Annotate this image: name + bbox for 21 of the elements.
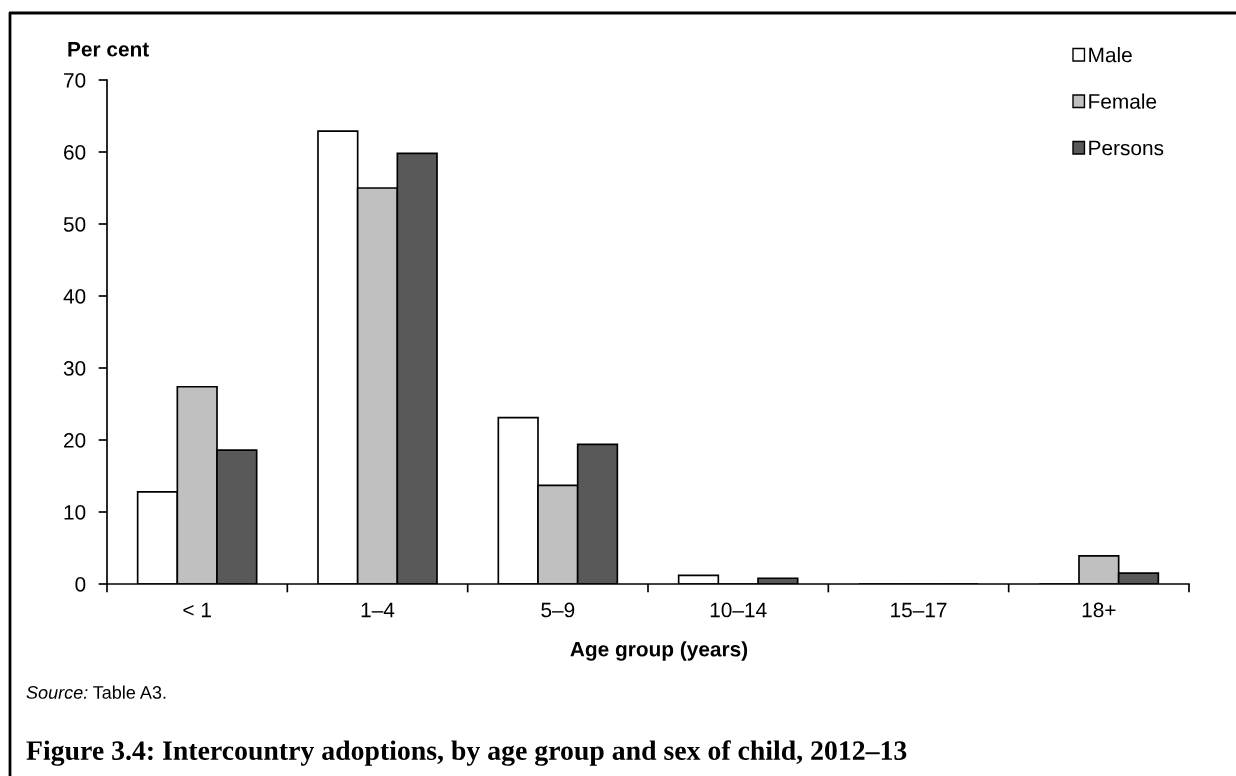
text: Figure 3.4: Intercountry adoptions, by age group and sex of child, 2012–13	[26, 740, 907, 766]
x-axis-title: Age group (years)	[570, 641, 748, 661]
y-tick-label: 70	[64, 73, 86, 88]
legend-label: Female	[1089, 93, 1157, 109]
y-tick-label: 50	[63, 217, 86, 232]
legend-label: Persons	[1089, 140, 1164, 156]
y-tick-label: 30	[63, 361, 86, 376]
x-tick-label: < 1	[183, 602, 211, 618]
source-note: Source: Table A3.	[26, 685, 166, 699]
y-tick-label: 10	[64, 505, 86, 520]
legend-label: Male	[1089, 47, 1132, 63]
y-tick-label: 20	[64, 433, 86, 448]
y-axis-title: Per cent	[68, 42, 149, 57]
y-tick-label: 60	[64, 145, 86, 160]
x-tick-label: 18+	[1082, 602, 1116, 618]
x-tick-label: 5–9	[541, 602, 575, 618]
y-tick-label: 40	[63, 289, 86, 304]
x-tick-label: 15–17	[891, 602, 947, 618]
x-tick-label: 1–4	[361, 602, 395, 618]
x-tick-label: 10–14	[710, 602, 767, 618]
y-tick-label: 0	[75, 577, 86, 592]
